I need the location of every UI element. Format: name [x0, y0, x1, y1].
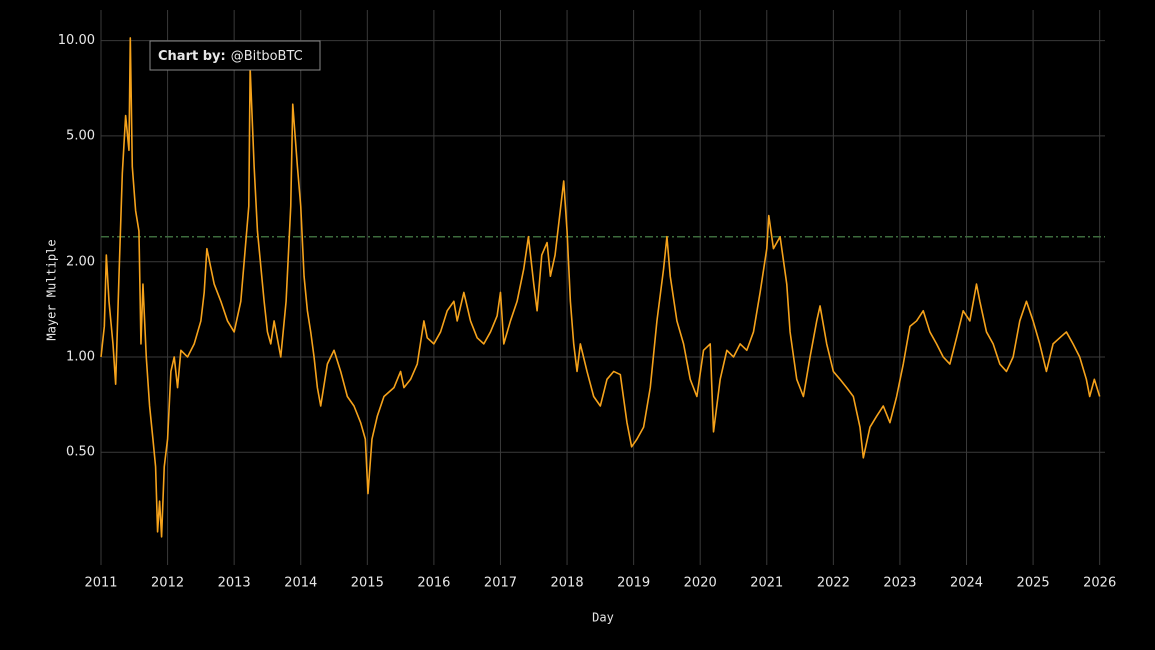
y-tick-label: 10.00	[58, 33, 95, 48]
plot	[100, 37, 1105, 538]
x-tick-label: 2022	[817, 576, 850, 591]
x-tick-label: 2024	[950, 576, 983, 591]
y-tick-label: 1.00	[66, 349, 95, 364]
x-tick-label: 2023	[883, 576, 916, 591]
annotation-box	[149, 40, 321, 71]
x-tick-label: 2015	[351, 576, 384, 591]
x-tick-label: 2012	[151, 576, 184, 591]
annotation-text: @BitboBTC	[231, 49, 303, 64]
grid	[100, 10, 1105, 565]
x-tick-label: 2014	[284, 576, 317, 591]
data-line	[100, 37, 1101, 538]
x-tick-label: 2017	[484, 576, 517, 591]
x-tick-label: 2019	[617, 576, 650, 591]
x-tick-label: 2016	[417, 576, 450, 591]
annotation-label: Chart by:	[158, 49, 226, 64]
annotation: Chart by: @BitboBTC	[158, 49, 303, 64]
x-tick-label: 2020	[684, 576, 717, 591]
x-tick-label: 2018	[551, 576, 584, 591]
x-tick-label: 2021	[750, 576, 783, 591]
y-tick-label: 2.00	[66, 254, 95, 269]
x-tick-label: 2025	[1017, 576, 1050, 591]
x-axis-label: Day	[592, 611, 614, 625]
y-tick-label: 0.50	[66, 445, 95, 460]
x-tick-label: 2026	[1083, 576, 1116, 591]
y-tick-label: 5.00	[66, 128, 95, 143]
y-axis-label: Mayer Multiple	[45, 239, 59, 340]
x-tick-label: 2011	[84, 576, 117, 591]
x-tick-label: 2013	[218, 576, 251, 591]
